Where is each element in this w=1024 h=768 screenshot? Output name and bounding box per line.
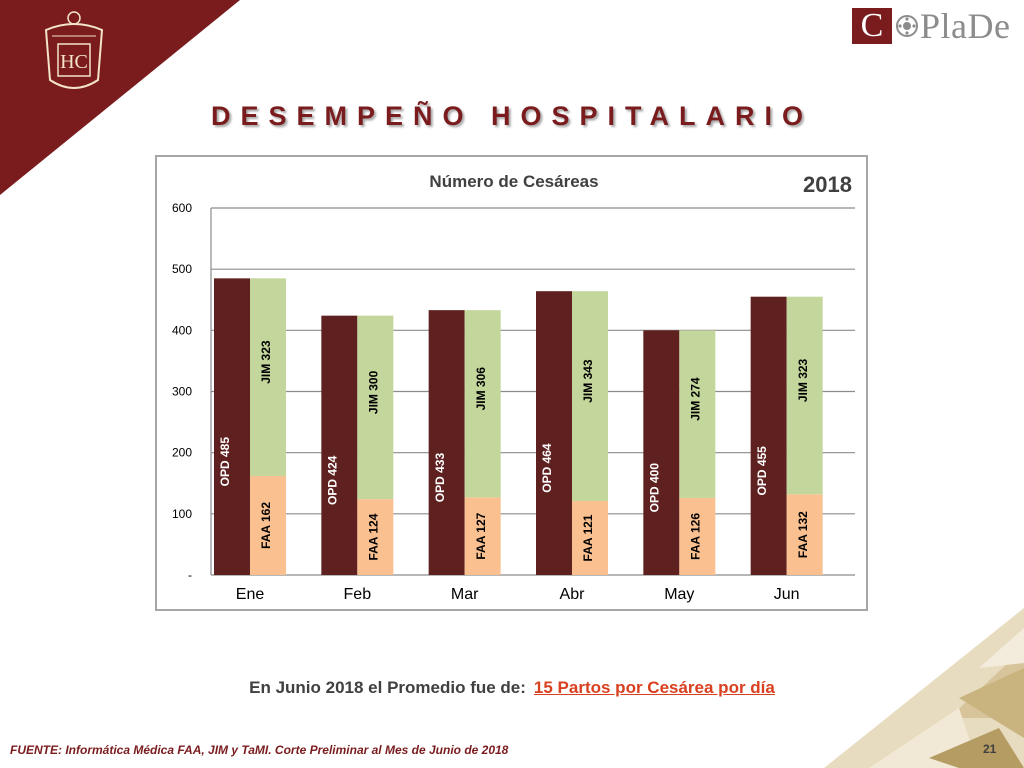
chart-year-label: 2018 bbox=[803, 172, 852, 197]
coplade-logo-word: PlaDe bbox=[920, 6, 1011, 46]
summary-prefix: En Junio 2018 el Promedio fue de: bbox=[249, 678, 526, 697]
data-label-faa: FAA 126 bbox=[689, 513, 703, 560]
bar-jim bbox=[250, 278, 286, 476]
data-label-jim: JIM 306 bbox=[474, 367, 488, 411]
data-label-faa: FAA 121 bbox=[581, 514, 595, 561]
y-tick-label: 500 bbox=[172, 262, 192, 276]
x-category-label: Jun bbox=[774, 586, 800, 603]
data-label-opd: OPD 424 bbox=[326, 455, 340, 505]
bar-opd bbox=[428, 310, 465, 575]
data-label-jim: JIM 323 bbox=[796, 358, 810, 402]
data-label-jim: JIM 343 bbox=[581, 359, 595, 403]
y-tick-label: 200 bbox=[172, 446, 192, 460]
hospital-emblem-logo: HC bbox=[44, 11, 104, 89]
x-category-label: Mar bbox=[451, 586, 479, 603]
y-tick-label: 600 bbox=[172, 201, 192, 215]
corner-decoration-bottom-right bbox=[824, 608, 1024, 768]
data-label-jim: JIM 323 bbox=[259, 340, 273, 384]
y-tick-label: 300 bbox=[172, 385, 192, 399]
labels-layer: OPD 485 FAA 162 JIM 323 Ene OPD 424 FAA 124 JI… bbox=[218, 340, 810, 603]
data-label-jim: JIM 300 bbox=[367, 370, 381, 414]
x-category-label: Feb bbox=[344, 586, 372, 603]
data-label-faa: FAA 124 bbox=[367, 513, 381, 560]
bar-opd bbox=[643, 330, 680, 575]
source-note: FUENTE: Informática Médica FAA, JIM y Ta… bbox=[10, 743, 509, 757]
cesareas-chart-svg: Número de Cesáreas 2018 - 100 200 300 400 500… bbox=[172, 172, 855, 603]
grid-layer: - 100 200 300 400 500 600 bbox=[172, 201, 855, 582]
page-number: 21 bbox=[983, 742, 997, 756]
bar-jim bbox=[464, 310, 501, 498]
bar-opd bbox=[214, 278, 250, 575]
data-label-opd: OPD 464 bbox=[540, 443, 554, 493]
data-label-faa: FAA 162 bbox=[259, 502, 273, 549]
bar-opd bbox=[536, 291, 572, 575]
x-category-label: May bbox=[664, 586, 694, 603]
y-tick-label: 100 bbox=[172, 507, 192, 521]
chart-title: Número de Cesáreas bbox=[429, 172, 598, 191]
bar-jim bbox=[786, 296, 823, 495]
bar-faa bbox=[250, 475, 286, 575]
bar-faa bbox=[572, 500, 608, 575]
data-label-faa: FAA 127 bbox=[474, 512, 488, 559]
summary-statement: En Junio 2018 el Promedio fue de: 15 Part… bbox=[0, 678, 1024, 698]
bar-faa bbox=[357, 499, 394, 575]
data-label-opd: OPD 400 bbox=[648, 463, 662, 513]
corner-decoration-top-left bbox=[0, 0, 240, 195]
data-label-opd: OPD 485 bbox=[218, 437, 232, 487]
data-label-jim: JIM 274 bbox=[689, 377, 703, 421]
x-category-label: Ene bbox=[236, 586, 265, 603]
bar-jim bbox=[679, 330, 716, 498]
emblem-letters: HC bbox=[60, 51, 88, 73]
data-label-opd: OPD 455 bbox=[755, 446, 769, 496]
coplade-logo: C PlaDe bbox=[852, 7, 1022, 45]
y-tick-label: - bbox=[188, 568, 192, 582]
y-tick-label: 400 bbox=[172, 323, 192, 337]
summary-highlight: 15 Partos por Cesárea por día bbox=[533, 678, 775, 697]
data-label-opd: OPD 433 bbox=[433, 453, 447, 503]
bar-faa bbox=[464, 497, 501, 575]
coplade-ornament-icon bbox=[896, 15, 918, 37]
data-label-faa: FAA 132 bbox=[796, 511, 810, 558]
bars-layer bbox=[214, 278, 823, 575]
bar-faa bbox=[786, 494, 823, 575]
bar-opd bbox=[321, 315, 358, 575]
cesareas-chart: Número de Cesáreas 2018 - 100 200 300 400 500… bbox=[155, 155, 868, 611]
slide-title: DESEMPEÑO HOSPITALARIO bbox=[210, 101, 814, 131]
bar-jim bbox=[357, 315, 394, 500]
x-category-label: Abr bbox=[560, 586, 586, 603]
bar-jim bbox=[572, 291, 608, 501]
coplade-logo-letter: C bbox=[852, 8, 892, 44]
bar-faa bbox=[679, 497, 716, 575]
bar-opd bbox=[750, 296, 787, 575]
